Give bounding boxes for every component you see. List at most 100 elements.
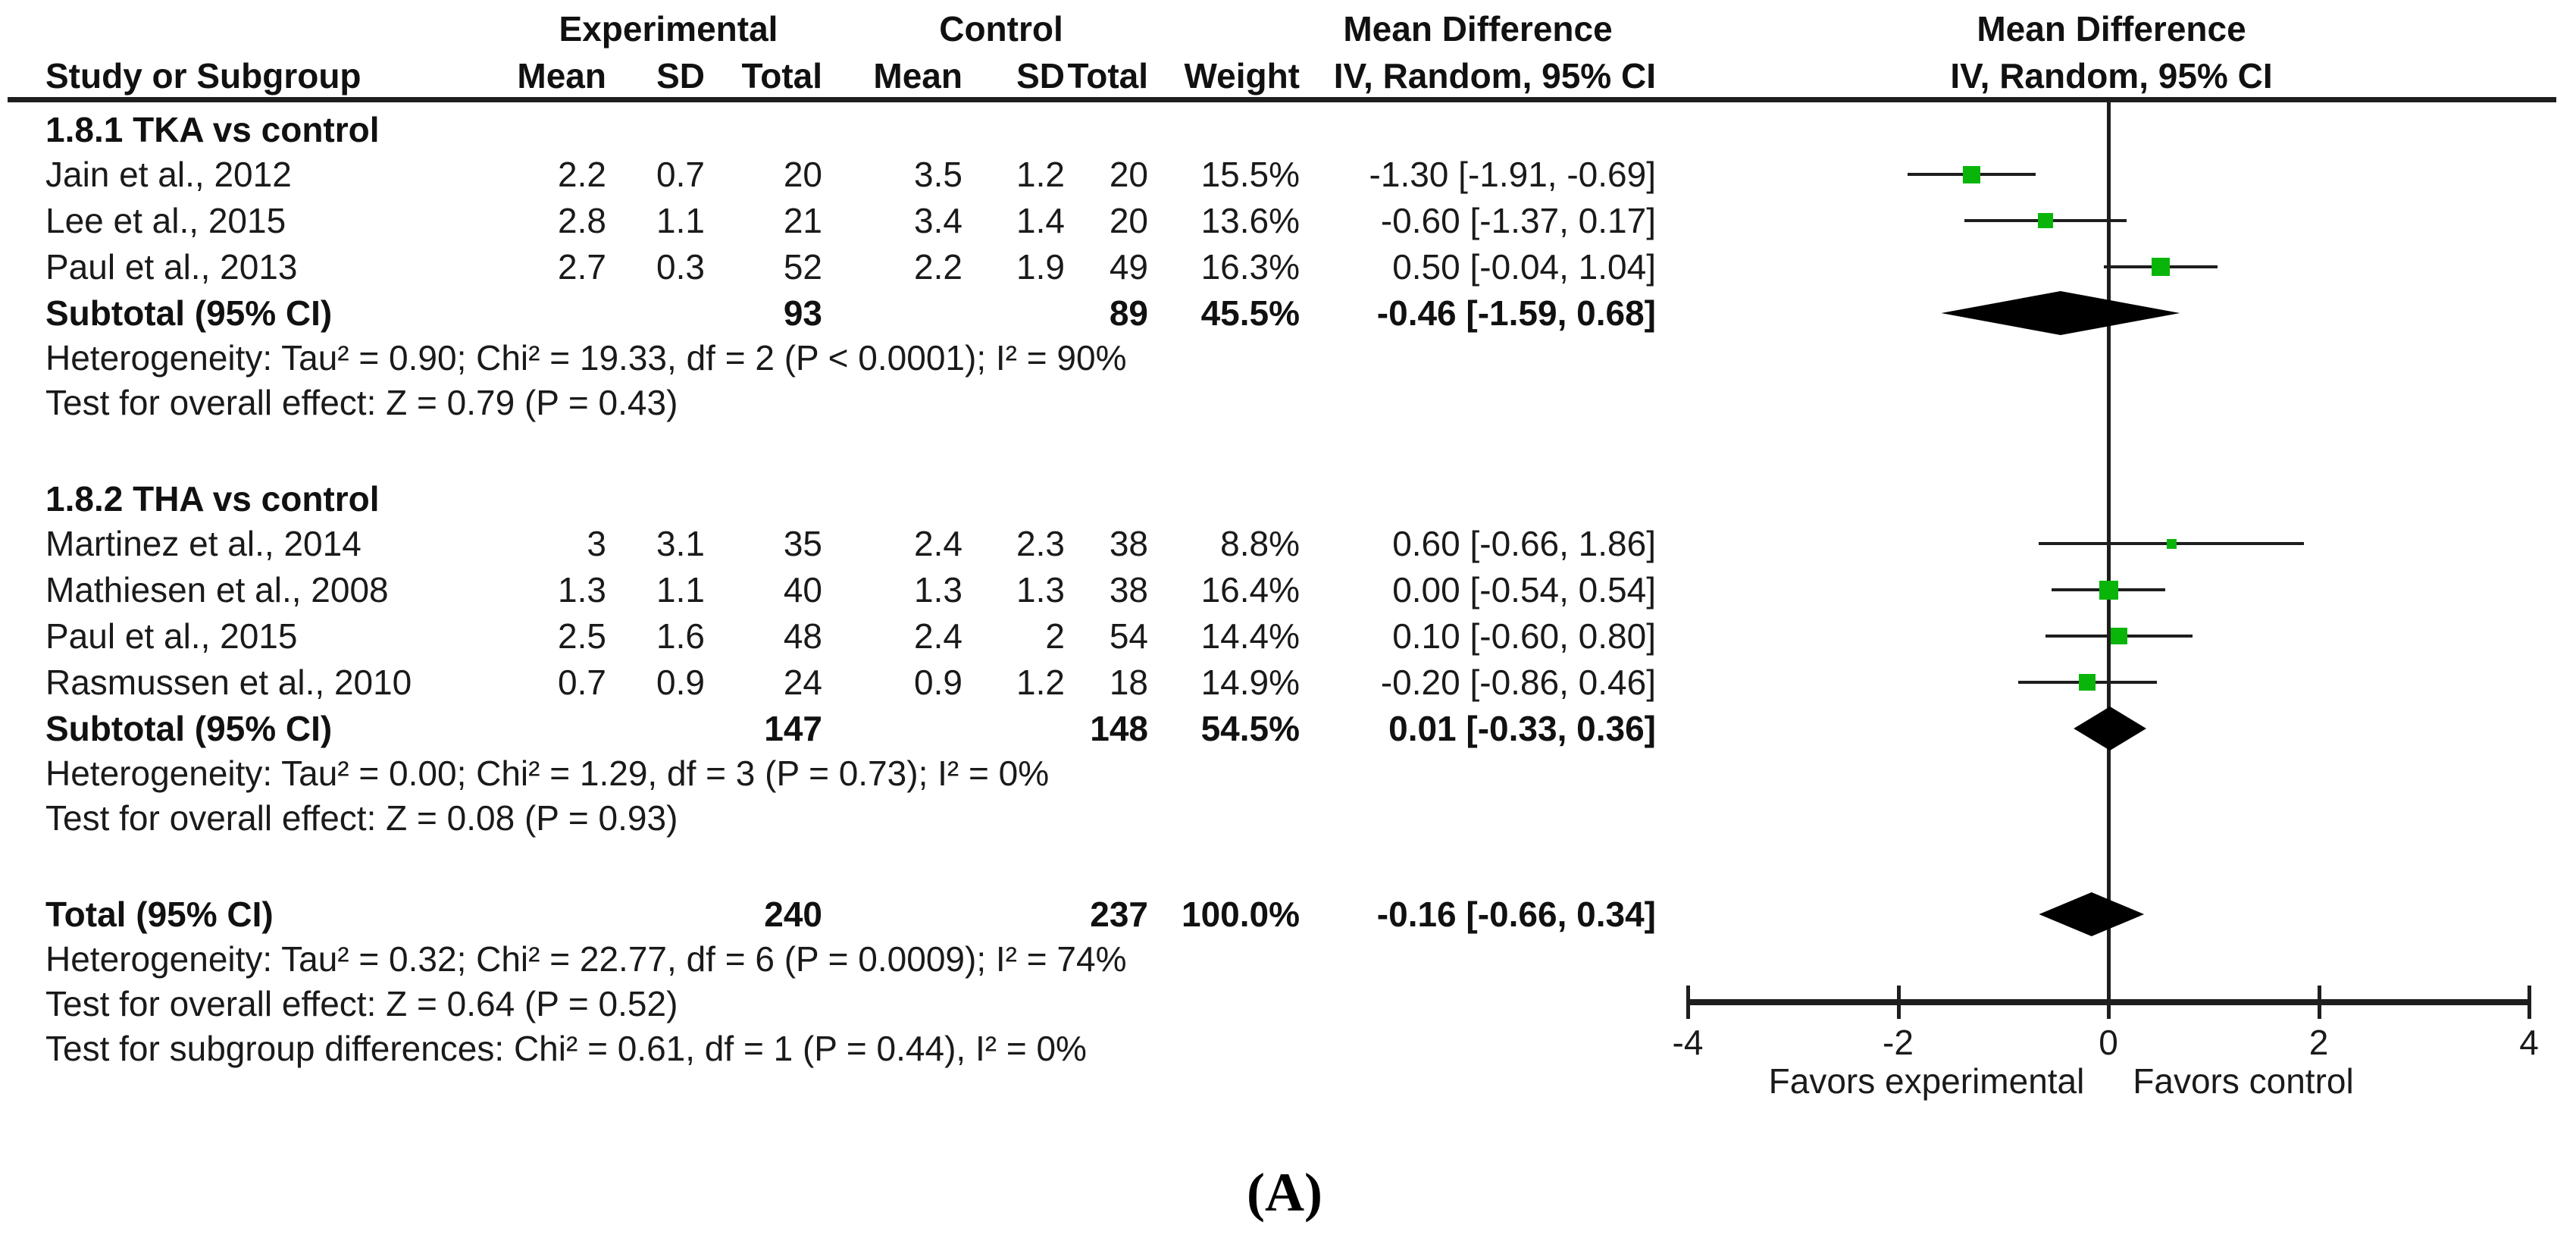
- ctrl-total-cell: 148: [1090, 709, 1148, 748]
- study-label: Mathiesen et al., 2008: [45, 570, 389, 610]
- ctrl-sd-cell: 1.3: [1016, 570, 1065, 610]
- col-header-exp-mean: Mean: [517, 56, 606, 96]
- axis-tick-label: 0: [2099, 1023, 2118, 1062]
- exp-sd-cell: 3.1: [656, 524, 705, 563]
- ci-text-cell: -0.16 [-0.66, 0.34]: [1376, 895, 1656, 934]
- subgroup-title: 1.8.1 TKA vs control: [45, 110, 380, 149]
- exp-total-cell: 20: [783, 155, 822, 194]
- exp-total-cell: 48: [783, 616, 822, 656]
- axis-tick: [2107, 986, 2111, 1019]
- subtotal-diamond: [2074, 707, 2146, 751]
- col-header-weight: Weight: [1184, 56, 1300, 96]
- weight-cell: 15.5%: [1200, 155, 1300, 194]
- exp-sd-cell: 1.6: [656, 616, 705, 656]
- effect-marker: [2079, 674, 2096, 691]
- subgroup-title: 1.8.2 THA vs control: [45, 479, 380, 519]
- study-label: Rasmussen et al., 2010: [45, 663, 412, 702]
- ci-text-cell: 0.10 [-0.60, 0.80]: [1392, 616, 1656, 656]
- ctrl-sd-cell: 1.9: [1016, 247, 1065, 287]
- ctrl-total-cell: 20: [1109, 155, 1148, 194]
- study-label: Martinez et al., 2014: [45, 524, 362, 563]
- exp-total-cell: 93: [783, 293, 822, 333]
- weight-cell: 45.5%: [1200, 293, 1300, 333]
- exp-total-cell: 52: [783, 247, 822, 287]
- exp-mean-cell: 0.7: [558, 663, 606, 702]
- col-header-exp-sd: SD: [656, 56, 705, 96]
- exp-sd-cell: 0.7: [656, 155, 705, 194]
- ci-text-cell: 0.01 [-0.33, 0.36]: [1388, 709, 1656, 748]
- effect-column-header: Mean Difference: [1343, 9, 1613, 49]
- axis-tick: [2527, 986, 2531, 1019]
- subgroup-differences-text: Test for subgroup differences: Chi² = 0.…: [45, 1029, 1087, 1068]
- weight-cell: 54.5%: [1200, 709, 1300, 748]
- col-header-exp-total: Total: [741, 56, 822, 96]
- ctrl-total-cell: 20: [1109, 201, 1148, 240]
- header-rule: [8, 97, 2556, 102]
- favors-left-label: Favors experimental: [1768, 1061, 2085, 1101]
- col-header-ctrl-mean: Mean: [873, 56, 962, 96]
- ctrl-sd-cell: 1.4: [1016, 201, 1065, 240]
- study-label: Paul et al., 2015: [45, 616, 298, 656]
- ctrl-mean-cell: 0.9: [914, 663, 962, 702]
- ctrl-sd-cell: 2: [1045, 616, 1065, 656]
- exp-sd-cell: 1.1: [656, 570, 705, 610]
- exp-total-cell: 40: [783, 570, 822, 610]
- exp-total-cell: 240: [764, 895, 822, 934]
- ci-text-cell: -0.20 [-0.86, 0.46]: [1380, 663, 1656, 702]
- ctrl-mean-cell: 2.4: [914, 616, 962, 656]
- effect-marker: [1963, 165, 1981, 183]
- axis-tick-label: 2: [2308, 1023, 2329, 1062]
- study-label: Lee et al., 2015: [45, 201, 286, 240]
- ctrl-total-cell: 38: [1109, 524, 1148, 563]
- total-diamond: [2039, 892, 2145, 936]
- exp-sd-cell: 1.1: [656, 201, 705, 240]
- effect-marker: [2037, 213, 2053, 228]
- weight-cell: 16.3%: [1200, 247, 1300, 287]
- exp-mean-cell: 2.2: [558, 155, 606, 194]
- exp-mean-cell: 1.3: [558, 570, 606, 610]
- control-group-header: Control: [939, 9, 1063, 49]
- panel-label: (A): [1247, 1162, 1322, 1223]
- ctrl-mean-cell: 1.3: [914, 570, 962, 610]
- ctrl-sd-cell: 1.2: [1016, 155, 1065, 194]
- effect-marker: [2152, 258, 2171, 276]
- ci-text-cell: 0.50 [-0.04, 1.04]: [1392, 247, 1656, 287]
- exp-mean-cell: 2.5: [558, 616, 606, 656]
- ci-text-cell: -0.46 [-1.59, 0.68]: [1376, 293, 1656, 333]
- exp-total-cell: 147: [764, 709, 822, 748]
- effect-marker: [2110, 628, 2127, 644]
- ctrl-total-cell: 89: [1109, 293, 1148, 333]
- heterogeneity-text: Heterogeneity: Tau² = 0.90; Chi² = 19.33…: [45, 338, 1127, 378]
- axis-tick-label: 4: [2519, 1023, 2539, 1062]
- exp-total-cell: 24: [783, 663, 822, 702]
- ci-text-cell: -0.60 [-1.37, 0.17]: [1380, 201, 1656, 240]
- effect-marker: [2166, 538, 2177, 549]
- exp-mean-cell: 3: [587, 524, 606, 563]
- plot-subtitle: IV, Random, 95% CI: [1950, 56, 2273, 96]
- col-header-study: Study or Subgroup: [45, 56, 362, 96]
- axis-tick: [1896, 986, 1901, 1019]
- plot-title: Mean Difference: [1977, 9, 2246, 49]
- overall-effect-text: Test for overall effect: Z = 0.79 (P = 0…: [45, 383, 678, 422]
- ctrl-total-cell: 49: [1109, 247, 1148, 287]
- weight-cell: 8.8%: [1220, 524, 1300, 563]
- subtotal-label: Subtotal (95% CI): [45, 709, 333, 748]
- favors-right-label: Favors control: [2133, 1061, 2354, 1101]
- experimental-group-header: Experimental: [559, 9, 778, 49]
- ctrl-mean-cell: 2.4: [914, 524, 962, 563]
- study-label: Jain et al., 2012: [45, 155, 292, 194]
- col-header-ctrl-sd: SD: [1016, 56, 1065, 96]
- weight-cell: 14.4%: [1200, 616, 1300, 656]
- ctrl-total-cell: 38: [1109, 570, 1148, 610]
- exp-sd-cell: 0.9: [656, 663, 705, 702]
- axis-tick-label: -4: [1672, 1023, 1704, 1062]
- ctrl-mean-cell: 3.4: [914, 201, 962, 240]
- exp-mean-cell: 2.7: [558, 247, 606, 287]
- col-header-ctrl-total: Total: [1067, 56, 1148, 96]
- weight-cell: 14.9%: [1200, 663, 1300, 702]
- study-label: Paul et al., 2013: [45, 247, 298, 287]
- exp-total-cell: 35: [783, 524, 822, 563]
- weight-cell: 16.4%: [1200, 570, 1300, 610]
- ctrl-mean-cell: 2.2: [914, 247, 962, 287]
- ctrl-total-cell: 54: [1109, 616, 1148, 656]
